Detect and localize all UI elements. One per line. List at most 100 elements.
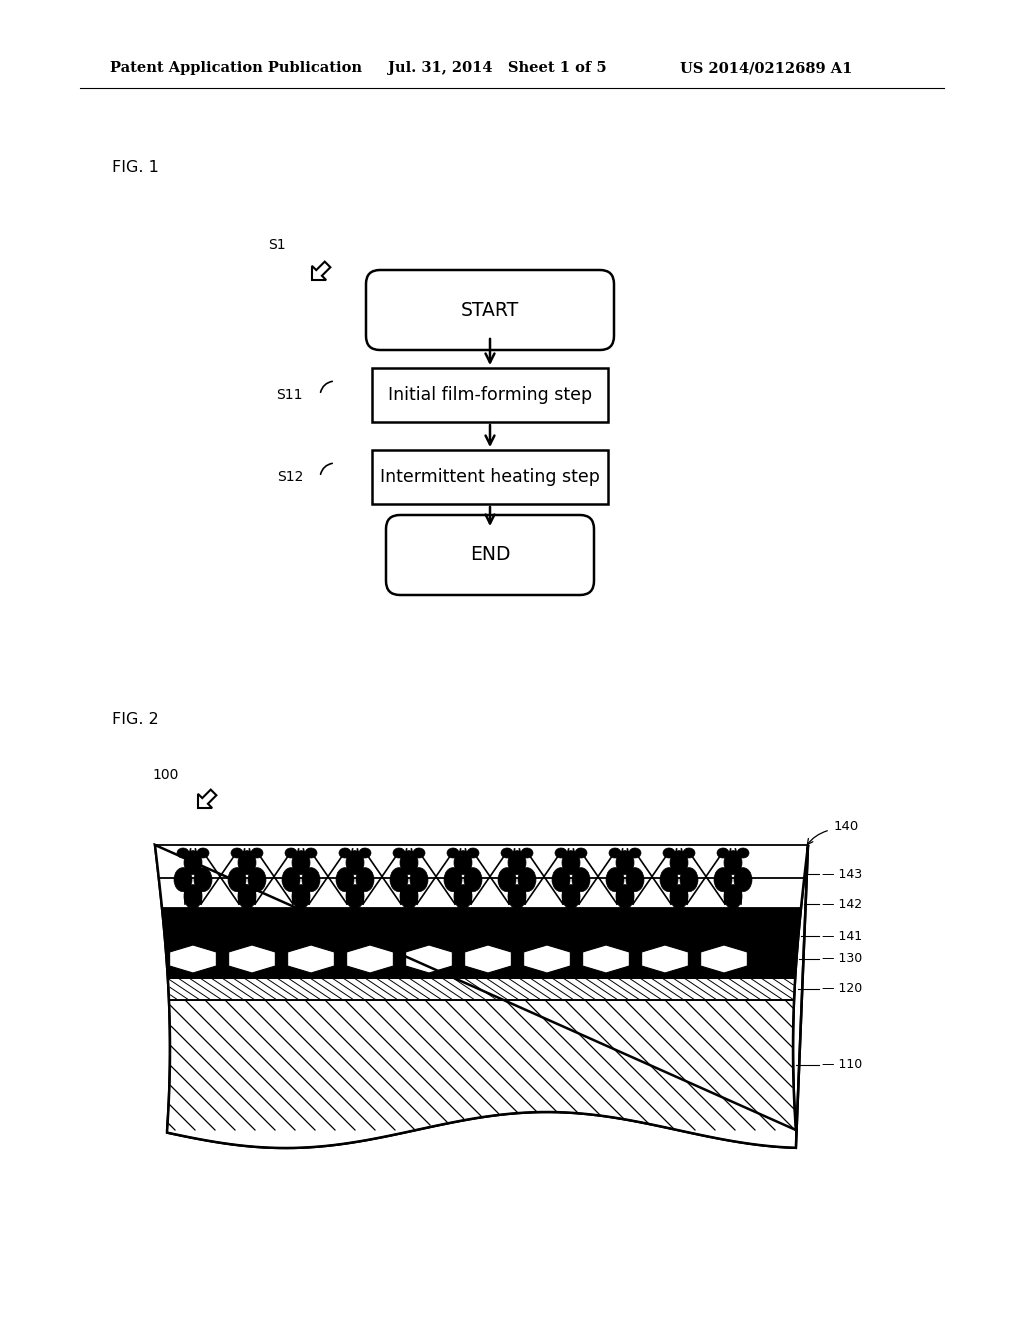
Polygon shape — [523, 945, 570, 973]
Ellipse shape — [197, 847, 209, 858]
Ellipse shape — [714, 867, 732, 891]
Polygon shape — [642, 945, 688, 973]
Text: Intermittent heating step: Intermittent heating step — [380, 469, 600, 486]
Polygon shape — [168, 978, 796, 1001]
Ellipse shape — [609, 847, 621, 858]
Ellipse shape — [737, 847, 749, 858]
Polygon shape — [228, 945, 275, 973]
Text: US 2014/0212689 A1: US 2014/0212689 A1 — [680, 61, 852, 75]
Polygon shape — [406, 945, 453, 973]
Ellipse shape — [552, 867, 570, 891]
Ellipse shape — [282, 867, 300, 891]
Ellipse shape — [292, 884, 310, 908]
Ellipse shape — [346, 850, 364, 875]
Ellipse shape — [238, 850, 256, 875]
Ellipse shape — [339, 847, 351, 858]
Polygon shape — [583, 945, 630, 973]
Text: S12: S12 — [276, 470, 303, 484]
Ellipse shape — [228, 867, 246, 891]
Text: Patent Application Publication: Patent Application Publication — [110, 61, 362, 75]
Ellipse shape — [177, 847, 189, 858]
Polygon shape — [465, 945, 511, 973]
Polygon shape — [312, 261, 331, 280]
Ellipse shape — [629, 847, 641, 858]
Ellipse shape — [498, 867, 516, 891]
Text: — 110: — 110 — [822, 1059, 862, 1072]
Ellipse shape — [400, 850, 418, 875]
Ellipse shape — [467, 847, 479, 858]
Text: — 143: — 143 — [822, 867, 862, 880]
Polygon shape — [165, 940, 798, 978]
Ellipse shape — [508, 884, 526, 908]
Ellipse shape — [670, 850, 688, 875]
Ellipse shape — [238, 884, 256, 908]
Text: 100: 100 — [152, 768, 178, 781]
Ellipse shape — [359, 847, 371, 858]
Polygon shape — [198, 789, 216, 808]
Ellipse shape — [413, 847, 425, 858]
Ellipse shape — [724, 884, 742, 908]
Ellipse shape — [444, 867, 462, 891]
Polygon shape — [155, 845, 808, 908]
FancyBboxPatch shape — [366, 271, 614, 350]
Ellipse shape — [521, 847, 534, 858]
Polygon shape — [162, 908, 801, 940]
Text: S1: S1 — [268, 238, 286, 252]
Ellipse shape — [184, 850, 202, 875]
Text: S11: S11 — [276, 388, 303, 403]
Ellipse shape — [305, 847, 317, 858]
Ellipse shape — [194, 867, 212, 891]
Ellipse shape — [346, 884, 364, 908]
Ellipse shape — [356, 867, 374, 891]
FancyBboxPatch shape — [386, 515, 594, 595]
Text: — 141: — 141 — [822, 929, 862, 942]
Ellipse shape — [174, 867, 193, 891]
Ellipse shape — [302, 867, 319, 891]
Ellipse shape — [410, 867, 428, 891]
Ellipse shape — [464, 867, 482, 891]
Ellipse shape — [555, 847, 567, 858]
Polygon shape — [167, 1001, 796, 1148]
Ellipse shape — [393, 847, 406, 858]
Ellipse shape — [680, 867, 698, 891]
Polygon shape — [170, 945, 216, 973]
Text: FIG. 1: FIG. 1 — [112, 161, 159, 176]
Ellipse shape — [663, 847, 675, 858]
Ellipse shape — [572, 867, 590, 891]
Polygon shape — [288, 945, 335, 973]
Text: 140: 140 — [834, 821, 859, 833]
Polygon shape — [700, 945, 748, 973]
Ellipse shape — [606, 867, 624, 891]
Ellipse shape — [292, 850, 310, 875]
Bar — [372, 368, 608, 422]
Ellipse shape — [562, 884, 580, 908]
Ellipse shape — [336, 867, 354, 891]
Ellipse shape — [390, 867, 408, 891]
Ellipse shape — [734, 867, 752, 891]
Ellipse shape — [724, 850, 742, 875]
Ellipse shape — [518, 867, 536, 891]
Ellipse shape — [683, 847, 695, 858]
Ellipse shape — [454, 850, 472, 875]
Text: — 130: — 130 — [822, 953, 862, 965]
Ellipse shape — [616, 850, 634, 875]
Ellipse shape — [626, 867, 644, 891]
Ellipse shape — [501, 847, 513, 858]
Polygon shape — [346, 945, 393, 973]
Ellipse shape — [184, 884, 202, 908]
Ellipse shape — [508, 850, 526, 875]
Ellipse shape — [717, 847, 729, 858]
Ellipse shape — [616, 884, 634, 908]
Text: END: END — [470, 545, 510, 565]
Text: START: START — [461, 301, 519, 319]
Ellipse shape — [248, 867, 266, 891]
Text: — 142: — 142 — [822, 898, 862, 911]
Ellipse shape — [575, 847, 587, 858]
Ellipse shape — [231, 847, 243, 858]
Ellipse shape — [400, 884, 418, 908]
Ellipse shape — [670, 884, 688, 908]
Ellipse shape — [285, 847, 297, 858]
Ellipse shape — [660, 867, 678, 891]
Text: Jul. 31, 2014   Sheet 1 of 5: Jul. 31, 2014 Sheet 1 of 5 — [388, 61, 606, 75]
Ellipse shape — [447, 847, 459, 858]
